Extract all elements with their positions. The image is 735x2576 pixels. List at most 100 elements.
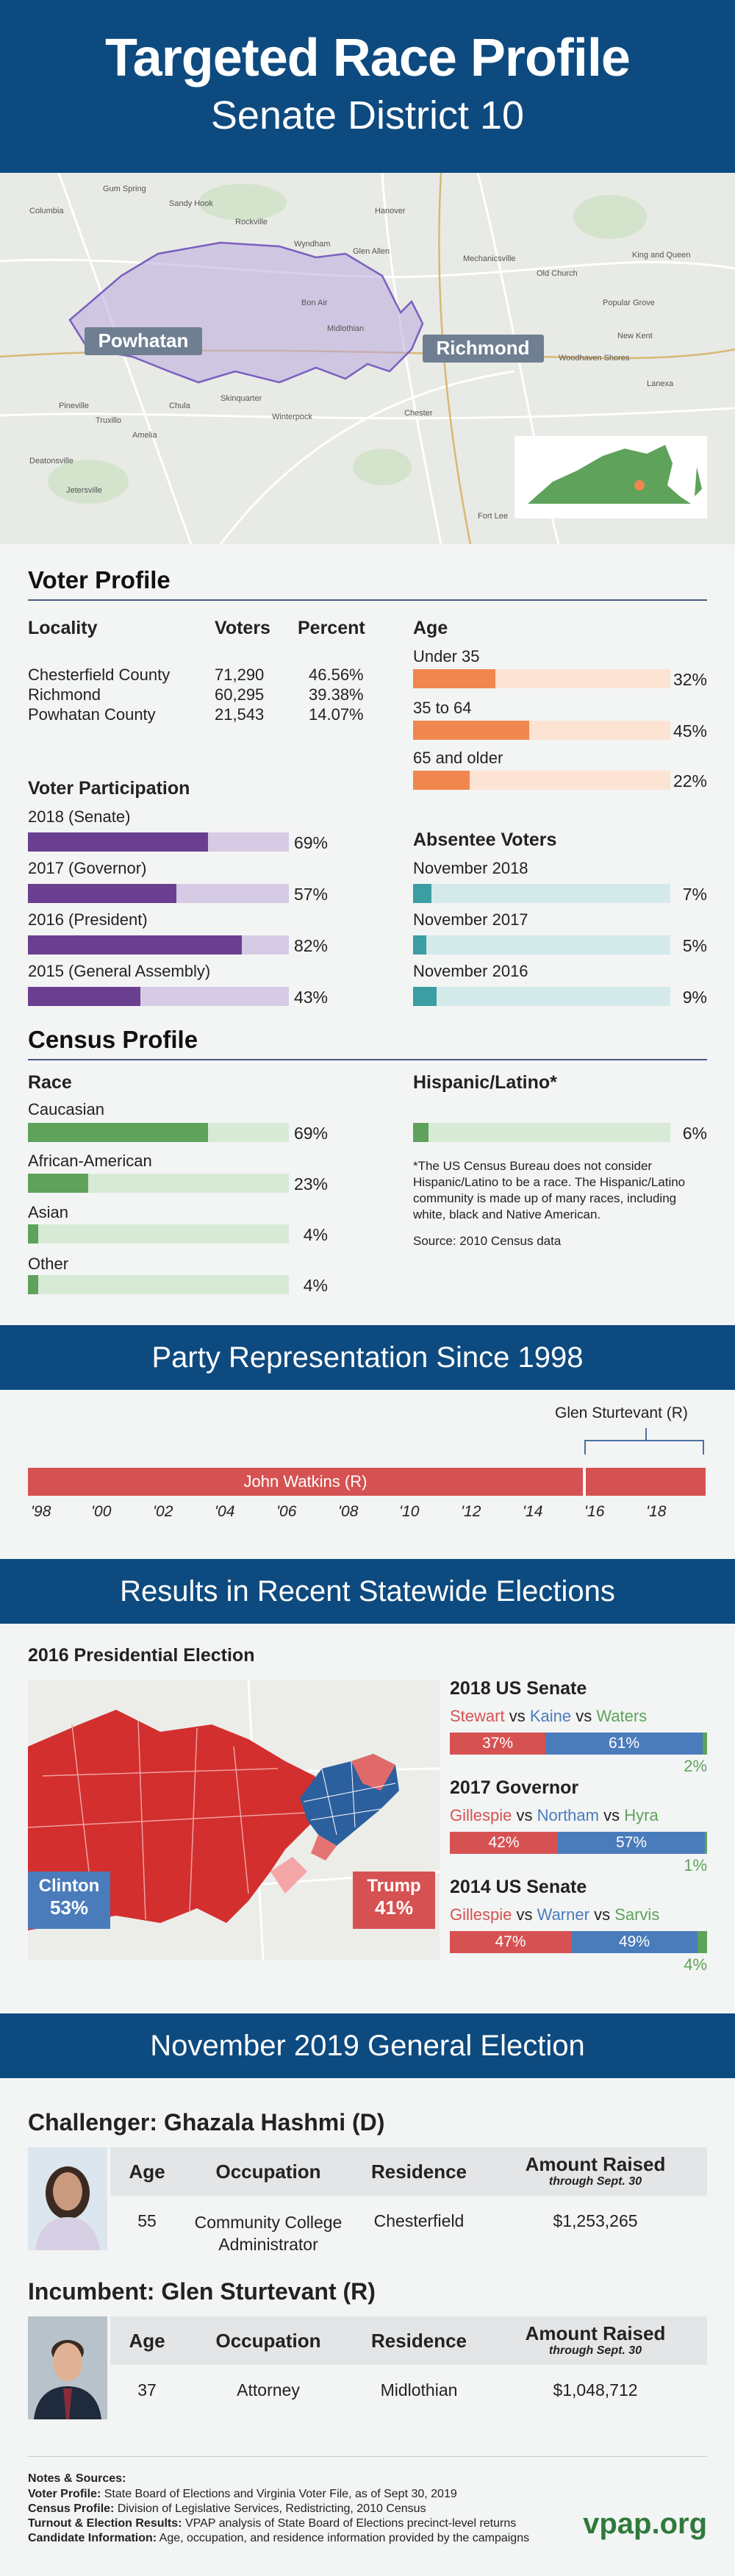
presidential-header: 2016 Presidential Election xyxy=(28,1645,255,1666)
versus-text: vs xyxy=(516,1905,533,1924)
hispanic-header: Hispanic/Latino* xyxy=(413,1072,557,1093)
race-header: Race xyxy=(28,1072,72,1093)
occupation-col-header: Occupation xyxy=(215,2330,321,2352)
other-segment xyxy=(705,1832,707,1854)
other-segment xyxy=(698,1931,707,1953)
locality-name: Chesterfield County xyxy=(28,666,171,684)
year-tick: '18 xyxy=(646,1503,667,1520)
precinct-results-map: Clinton 53% Trump 41% xyxy=(28,1680,440,1960)
republican-segment: 37% xyxy=(450,1733,545,1755)
svg-text:Pineville: Pineville xyxy=(59,402,89,410)
locality-name: Richmond xyxy=(28,685,101,704)
svg-text:Amelia: Amelia xyxy=(132,431,158,440)
note-line: Census Profile: Division of Legislative … xyxy=(28,2501,426,2516)
notes-divider xyxy=(28,2456,707,2457)
incumbent-bracket-stem xyxy=(645,1428,647,1440)
party-band-title: Party Representation Since 1998 xyxy=(0,1325,735,1390)
race-bar xyxy=(28,1275,289,1294)
versus-text: vs xyxy=(603,1806,620,1824)
participation-pct: 82% xyxy=(293,936,328,955)
participation-bar-fill xyxy=(28,884,177,903)
democrat-segment: 61% xyxy=(545,1733,703,1755)
svg-text:Woodhaven Shores: Woodhaven Shores xyxy=(559,354,630,363)
democrat-segment: 57% xyxy=(558,1832,705,1854)
incumbent-senator-bar xyxy=(586,1468,706,1496)
raised-col-header: Amount Raised xyxy=(525,2322,666,2344)
age-pct: 32% xyxy=(673,670,707,689)
age-bar xyxy=(413,771,670,790)
note-line: Candidate Information: Age, occupation, … xyxy=(28,2530,529,2546)
note-line: Voter Profile: State Board of Elections … xyxy=(28,2486,457,2502)
republican-segment: 47% xyxy=(450,1931,571,1953)
incumbent-residence: Midlothian xyxy=(380,2380,458,2400)
race-title: 2014 US Senate xyxy=(450,1877,587,1897)
voter-profile-title: Voter Profile xyxy=(28,566,171,593)
candidate-other: Sarvis xyxy=(614,1905,660,1924)
svg-text:Jetersville: Jetersville xyxy=(66,486,102,495)
challenger-table-header: Age Occupation Residence Amount Raised t… xyxy=(110,2147,707,2196)
age-label: 65 and older xyxy=(413,749,503,767)
trump-badge: Trump 41% xyxy=(353,1872,435,1929)
other-segment xyxy=(703,1733,707,1755)
versus-text: vs xyxy=(576,1707,592,1725)
absentee-pct: 5% xyxy=(682,936,707,955)
district-map: Gum Spring Columbia Sandy Hook Rockville Wyn… xyxy=(0,173,735,544)
candidate-democrat: Northam xyxy=(537,1806,599,1824)
svg-text:Skinquarter: Skinquarter xyxy=(220,394,262,403)
participation-bar-fill xyxy=(28,935,243,955)
race-bar-fill xyxy=(28,1174,88,1193)
race-bar-fill xyxy=(28,1224,39,1244)
challenger-occupation: Community College Administrator xyxy=(194,2213,343,2254)
absentee-bar xyxy=(413,884,670,903)
svg-text:Gum Spring: Gum Spring xyxy=(103,185,146,193)
absentee-bar-fill xyxy=(413,987,437,1006)
prior-senator-bar: John Watkins (R) xyxy=(28,1468,583,1496)
raised-col-header: Amount Raised xyxy=(525,2153,666,2175)
svg-text:Chester: Chester xyxy=(404,409,433,418)
svg-text:Fort Lee: Fort Lee xyxy=(478,512,508,521)
candidate-republican: Gillespie xyxy=(450,1905,512,1924)
absentee-label: November 2017 xyxy=(413,910,528,929)
general-band-title: November 2019 General Election xyxy=(0,2013,735,2078)
absentee-header: Absentee Voters xyxy=(413,829,557,850)
note-key: Candidate Information: xyxy=(28,2532,157,2544)
incumbent-raised: $1,048,712 xyxy=(553,2380,638,2400)
year-tick: '02 xyxy=(153,1503,173,1520)
census-source: Source: 2010 Census data xyxy=(413,1234,562,1248)
candidate-republican: Gillespie xyxy=(450,1806,512,1824)
race-label: Caucasian xyxy=(28,1100,104,1118)
age-pct: 45% xyxy=(673,721,707,741)
race-result-bar: 42% 57% xyxy=(450,1832,707,1854)
race-title: 2018 US Senate xyxy=(450,1678,587,1699)
hispanic-bar xyxy=(413,1123,670,1142)
versus-text: vs xyxy=(594,1905,611,1924)
versus-text: vs xyxy=(516,1806,533,1824)
note-key: Census Profile: xyxy=(28,2502,115,2515)
incumbent-heading: Incumbent: Glen Sturtevant (R) xyxy=(28,2278,376,2305)
race-candidates: Gillespie vs Warner vs Sarvis xyxy=(450,1905,659,1924)
notes-title: Notes & Sources: xyxy=(28,2471,126,2486)
incumbent-photo xyxy=(28,2316,107,2419)
note-key: Turnout & Election Results: xyxy=(28,2517,182,2530)
raised-col-subheader: through Sept. 30 xyxy=(548,2175,642,2188)
trump-pct: 41% xyxy=(374,1897,414,1919)
year-tick: '12 xyxy=(461,1503,481,1520)
residence-col-header: Residence xyxy=(370,2330,467,2352)
svg-text:Winterpock: Winterpock xyxy=(272,413,313,421)
race-result-bar: 37% 61% xyxy=(450,1733,707,1755)
year-tick: '06 xyxy=(276,1503,297,1520)
incumbent-label: Glen Sturtevant (R) xyxy=(555,1405,688,1421)
note-value: State Board of Elections and Virginia Vo… xyxy=(104,2488,457,2500)
participation-label: 2016 (President) xyxy=(28,910,148,929)
vpap-logo[interactable]: vpap.org xyxy=(583,2508,707,2540)
candidate-democrat: Kaine xyxy=(529,1707,572,1725)
incumbent-age: 37 xyxy=(137,2380,157,2400)
svg-text:Lanexa: Lanexa xyxy=(647,379,674,388)
race-result-bar: 47% 49% xyxy=(450,1931,707,1953)
participation-pct: 57% xyxy=(293,885,328,904)
page-subtitle: Senate District 10 xyxy=(210,93,525,138)
age-pct: 22% xyxy=(673,771,707,791)
participation-bar xyxy=(28,884,289,903)
other-pct: 4% xyxy=(684,1955,707,1974)
year-tick: '98 xyxy=(31,1503,51,1520)
